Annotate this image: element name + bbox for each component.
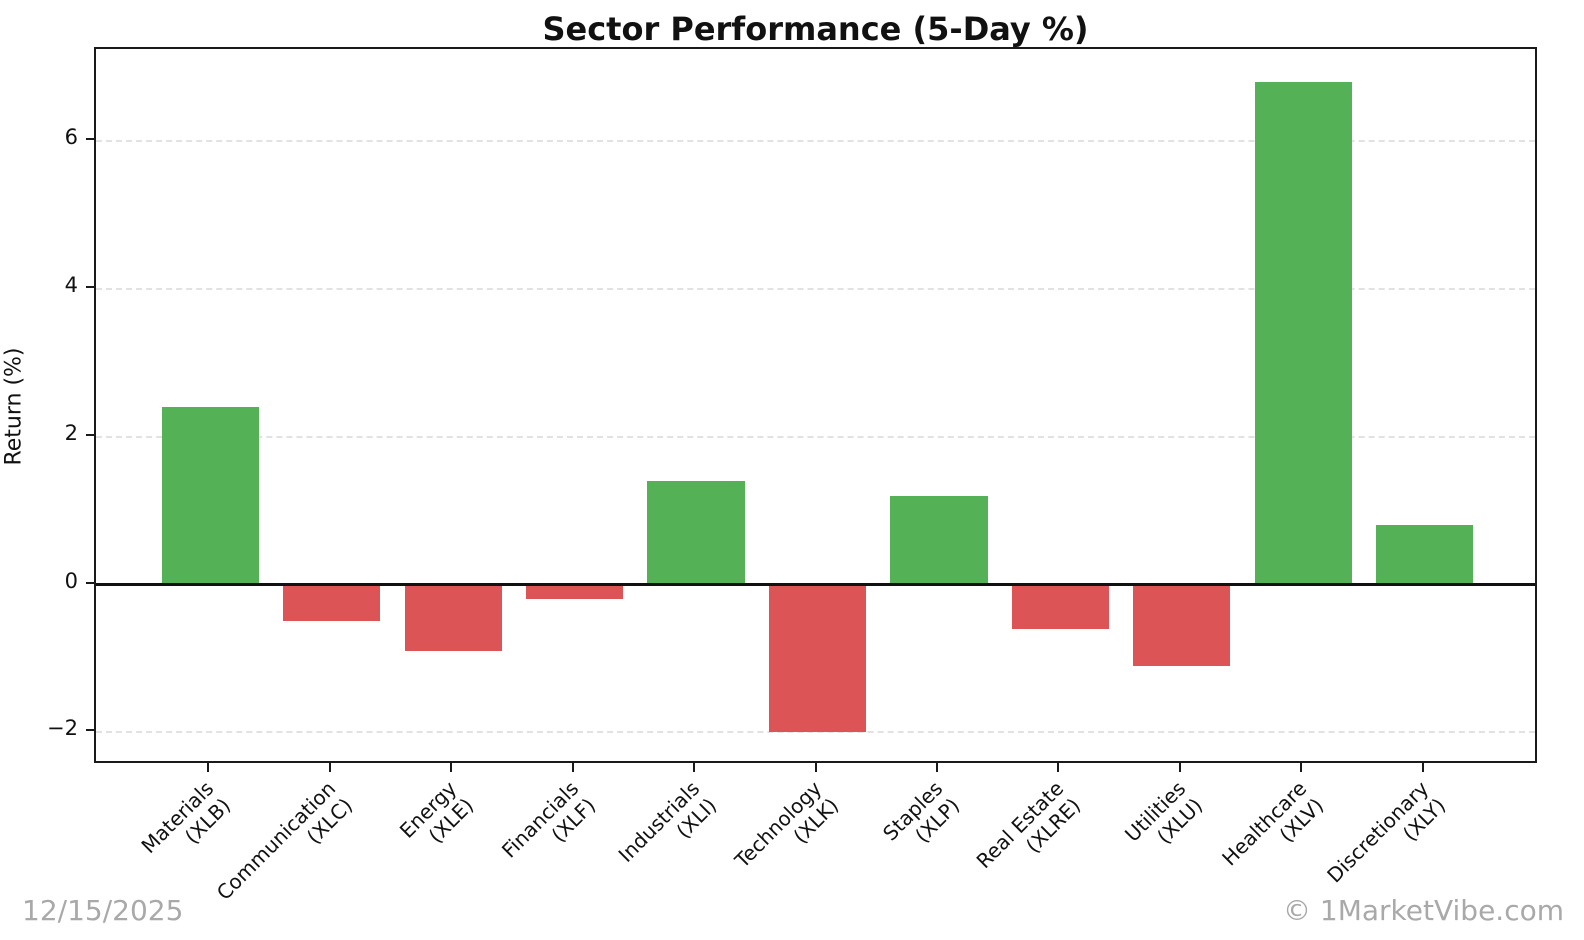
y-tick-label: 0 (64, 568, 78, 593)
x-tick-mark-xlu (1178, 763, 1181, 772)
watermark: © 1MarketVibe.com (1283, 894, 1564, 927)
y-tick-mark (86, 581, 95, 584)
bar-xle (404, 584, 502, 652)
x-tick-mark-xlk (814, 763, 817, 772)
gridline-y-4 (96, 287, 1535, 290)
x-tick-mark-xlv (1300, 763, 1303, 772)
y-tick-label: 2 (64, 420, 78, 445)
bar-xly (1376, 525, 1474, 585)
y-axis-label: Return (%) (1, 347, 27, 466)
x-tick-mark-xly (1421, 763, 1424, 772)
y-tick-mark (86, 285, 95, 288)
bar-xli (647, 480, 745, 585)
x-tick-mark-xlf (571, 763, 574, 772)
date-stamp: 12/15/2025 (22, 894, 184, 927)
x-tick-mark-xli (693, 763, 696, 772)
x-tick-mark-xlp (935, 763, 938, 772)
gridline-y-6 (96, 139, 1535, 142)
bar-xlp (890, 495, 988, 585)
bar-xlb (161, 407, 259, 585)
x-tick-mark-xlre (1057, 763, 1060, 772)
x-tick-mark-xlb (207, 763, 210, 772)
y-tick-label: −2 (47, 716, 78, 741)
gridline-y--2 (96, 731, 1535, 734)
y-tick-mark (86, 137, 95, 140)
gridline-y-2 (96, 435, 1535, 438)
x-tick-mark-xle (450, 763, 453, 772)
zero-axis-line (96, 583, 1535, 587)
y-tick-mark (86, 433, 95, 436)
bar-xlk (768, 584, 867, 733)
chart-title: Sector Performance (5-Day %) (542, 10, 1089, 48)
plot-area (94, 47, 1537, 763)
y-tick-label: 6 (64, 124, 78, 149)
bar-xlre (1011, 584, 1109, 629)
x-tick-mark-xlc (328, 763, 331, 772)
y-tick-label: 4 (64, 272, 78, 297)
bar-xlv (1254, 81, 1352, 585)
bar-xlf (525, 584, 624, 600)
bar-xlu (1133, 584, 1231, 666)
bar-xlc (283, 584, 381, 622)
y-tick-mark (86, 729, 95, 732)
